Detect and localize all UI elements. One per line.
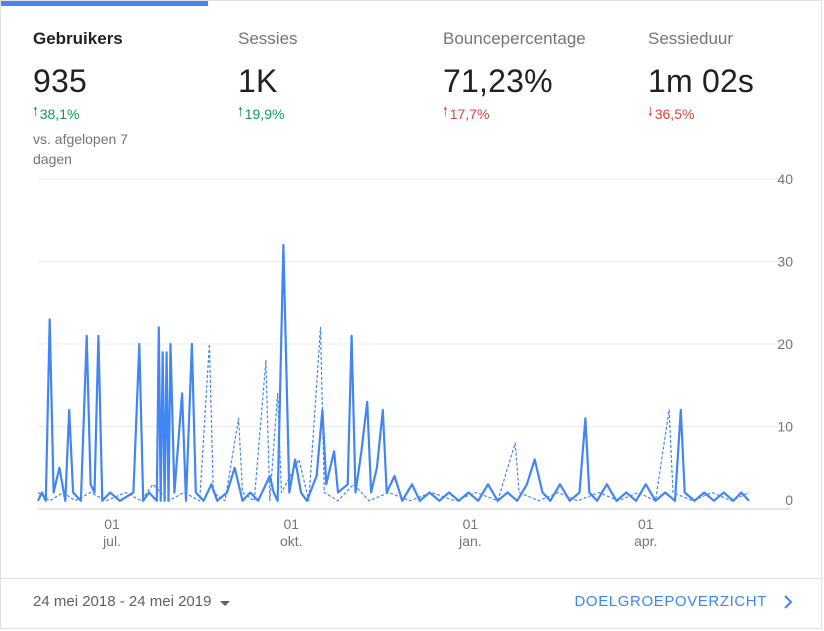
date-range-selector[interactable]: 24 mei 2018 - 24 mei 2019 [33, 593, 231, 610]
metric-users-value: 935 [33, 63, 87, 99]
date-range-label: 24 mei 2018 - 24 mei 2019 [33, 593, 212, 610]
arrow-down-icon: 🠓 [648, 104, 653, 119]
metric-session-duration[interactable]: Sessieduur 1m 02s 🠓 36,5% [648, 29, 754, 125]
metric-bounce-rate-change: 🠑 17,7% [443, 103, 586, 125]
x-tick-month: okt. [280, 533, 303, 549]
x-tick-month: jul. [102, 533, 121, 549]
y-tick-label: 20 [777, 336, 793, 352]
metric-bounce-rate-value: 71,23% [443, 63, 553, 99]
metric-session-duration-change-value: 36,5% [654, 106, 695, 122]
metric-users-change: 🠑 38,1% [33, 103, 153, 125]
y-axis-ticks: 0 10 20 30 40 [777, 171, 793, 508]
active-metric-indicator [1, 1, 208, 6]
x-tick-day: 01 [638, 516, 654, 532]
metric-session-duration-value: 1m 02s [648, 63, 755, 99]
y-tick-label: 40 [777, 171, 793, 187]
chart-series [37, 243, 750, 502]
audience-overview-link[interactable]: DOELGROEPOVERZICHT [575, 593, 794, 610]
caret-down-icon [220, 600, 231, 606]
audience-overview-label: DOELGROEPOVERZICHT [574, 593, 767, 610]
metric-session-duration-label: Sessieduur [648, 29, 734, 48]
chevron-right-icon [784, 594, 793, 609]
x-tick-month: jan. [458, 533, 482, 549]
metric-users-label: Gebruikers [33, 29, 123, 48]
y-tick-label: 30 [777, 254, 793, 270]
metric-sessions-label: Sessies [238, 29, 298, 48]
metric-users[interactable]: Gebruikers 935 🠑 38,1% vs. afgelopen 7 d… [33, 29, 153, 169]
comparison-period-text: vs. afgelopen 7 dagen [33, 131, 128, 167]
x-tick-day: 01 [283, 516, 299, 532]
metric-sessions-value: 1K [238, 63, 278, 99]
y-tick-label: 0 [785, 492, 793, 508]
metric-bounce-rate[interactable]: Bouncepercentage 71,23% 🠑 17,7% [443, 29, 586, 125]
x-tick-day: 01 [463, 516, 479, 532]
series-line-current-period[interactable] [37, 243, 750, 502]
arrow-up-icon: 🠑 [238, 104, 243, 119]
metric-bounce-rate-label: Bouncepercentage [443, 29, 586, 48]
metric-sessions-change-value: 19,9% [244, 106, 285, 122]
arrow-up-icon: 🠑 [443, 104, 448, 119]
metric-bounce-rate-change-value: 17,7% [449, 106, 490, 122]
series-line-previous-period[interactable] [37, 326, 750, 502]
metric-users-change-value: 38,1% [39, 106, 80, 122]
metric-session-duration-change: 🠓 36,5% [648, 103, 754, 125]
metric-sessions[interactable]: Sessies 1K 🠑 19,9% [238, 29, 298, 125]
footer-divider [1, 578, 823, 579]
y-tick-label: 10 [777, 419, 793, 435]
arrow-up-icon: 🠑 [33, 104, 38, 119]
x-tick-day: 01 [104, 516, 120, 532]
x-tick-month: apr. [634, 533, 657, 549]
metric-sessions-change: 🠑 19,9% [238, 103, 298, 125]
